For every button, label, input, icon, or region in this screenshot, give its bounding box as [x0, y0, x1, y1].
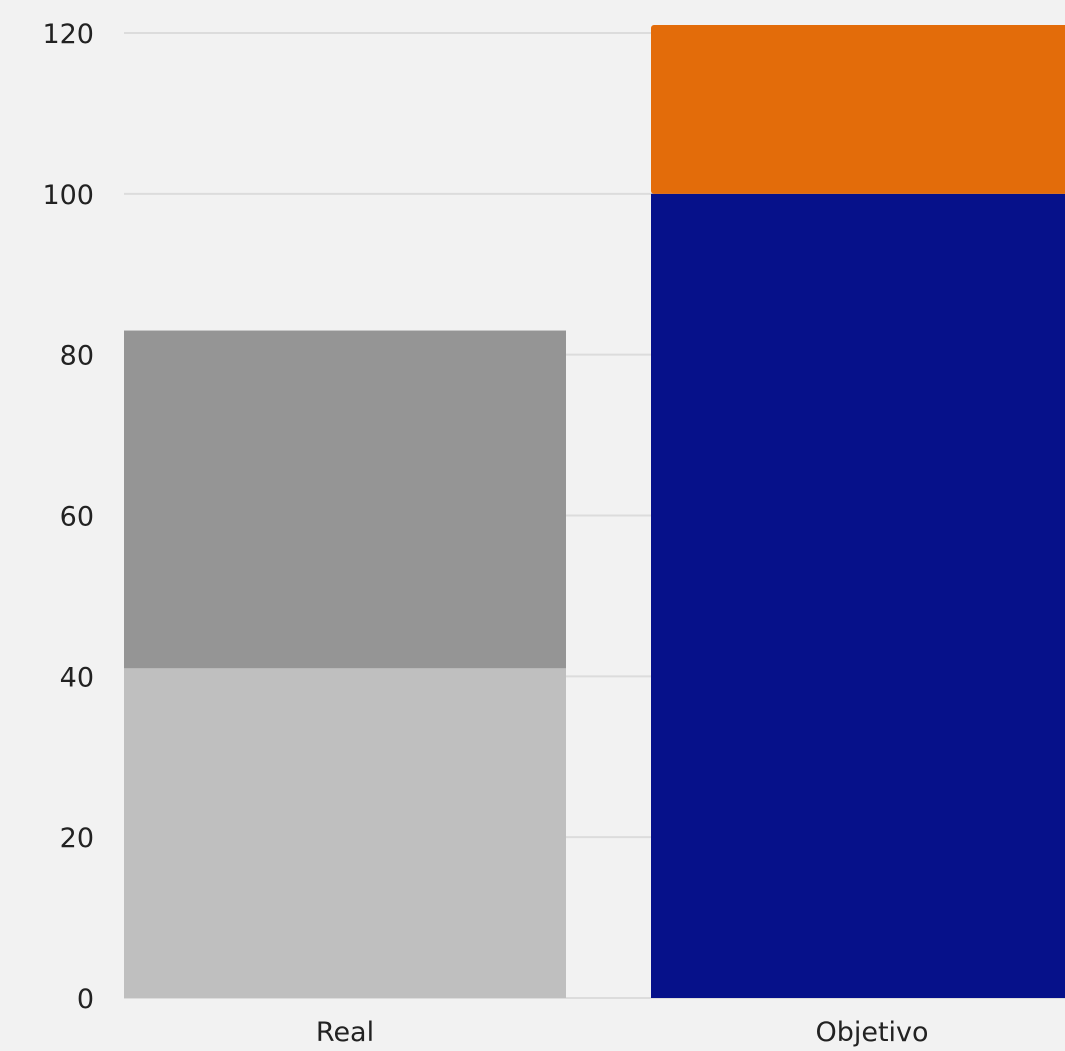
- y-tick-label: 80: [60, 341, 94, 372]
- bar-segment: [124, 668, 566, 998]
- y-tick-label: 0: [77, 984, 94, 1015]
- bar-segment: [651, 193, 1065, 999]
- y-tick-label: 120: [42, 19, 94, 50]
- y-tick-label: 40: [60, 662, 94, 693]
- bar-segment: [651, 24, 1065, 194]
- y-tick-label: 20: [60, 823, 94, 854]
- bar-segment: [124, 330, 566, 669]
- x-tick-label: Objetivo: [815, 1017, 928, 1048]
- bars: [124, 24, 1065, 999]
- y-tick-label: 60: [60, 502, 94, 533]
- y-axis-ticks: 0 20 40 60 80 100 120: [42, 19, 94, 1015]
- y-tick-label: 100: [42, 180, 94, 211]
- x-axis-ticks: Real Objetivo: [316, 1017, 929, 1048]
- x-tick-label: Real: [316, 1017, 374, 1048]
